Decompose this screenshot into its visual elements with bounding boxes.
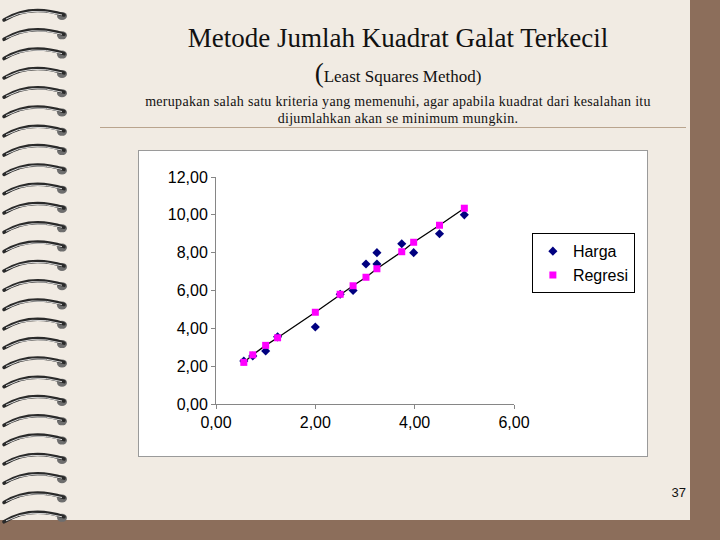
- html-text:merupakan salah satu kriteria: merupakan salah satu kriteria yang memen…: [145, 94, 651, 126]
- svg-text:4,00: 4,00: [177, 320, 208, 337]
- svg-text:2,00: 2,00: [177, 358, 208, 375]
- html-text:37: 37: [671, 485, 686, 500]
- svg-text:0,00: 0,00: [200, 414, 231, 431]
- svg-text:6,00: 6,00: [177, 282, 208, 299]
- svg-text:2,00: 2,00: [300, 414, 331, 431]
- html-text:Metode Jumlah Kuadrat Galat Te: Metode Jumlah Kuadrat Galat Terkecil: [187, 23, 609, 53]
- html-text:(Least Squares Method): (Least Squares Method): [314, 58, 482, 88]
- svg-text:10,00: 10,00: [168, 206, 208, 223]
- svg-text:4,00: 4,00: [399, 414, 430, 431]
- svg-text:12,00: 12,00: [168, 169, 208, 186]
- svg-text:Harga: Harga: [573, 243, 617, 260]
- svg-text:0,00: 0,00: [177, 396, 208, 413]
- svg-text:8,00: 8,00: [177, 244, 208, 261]
- svg-text:6,00: 6,00: [498, 414, 529, 431]
- svg-text:Regresi: Regresi: [573, 267, 628, 284]
